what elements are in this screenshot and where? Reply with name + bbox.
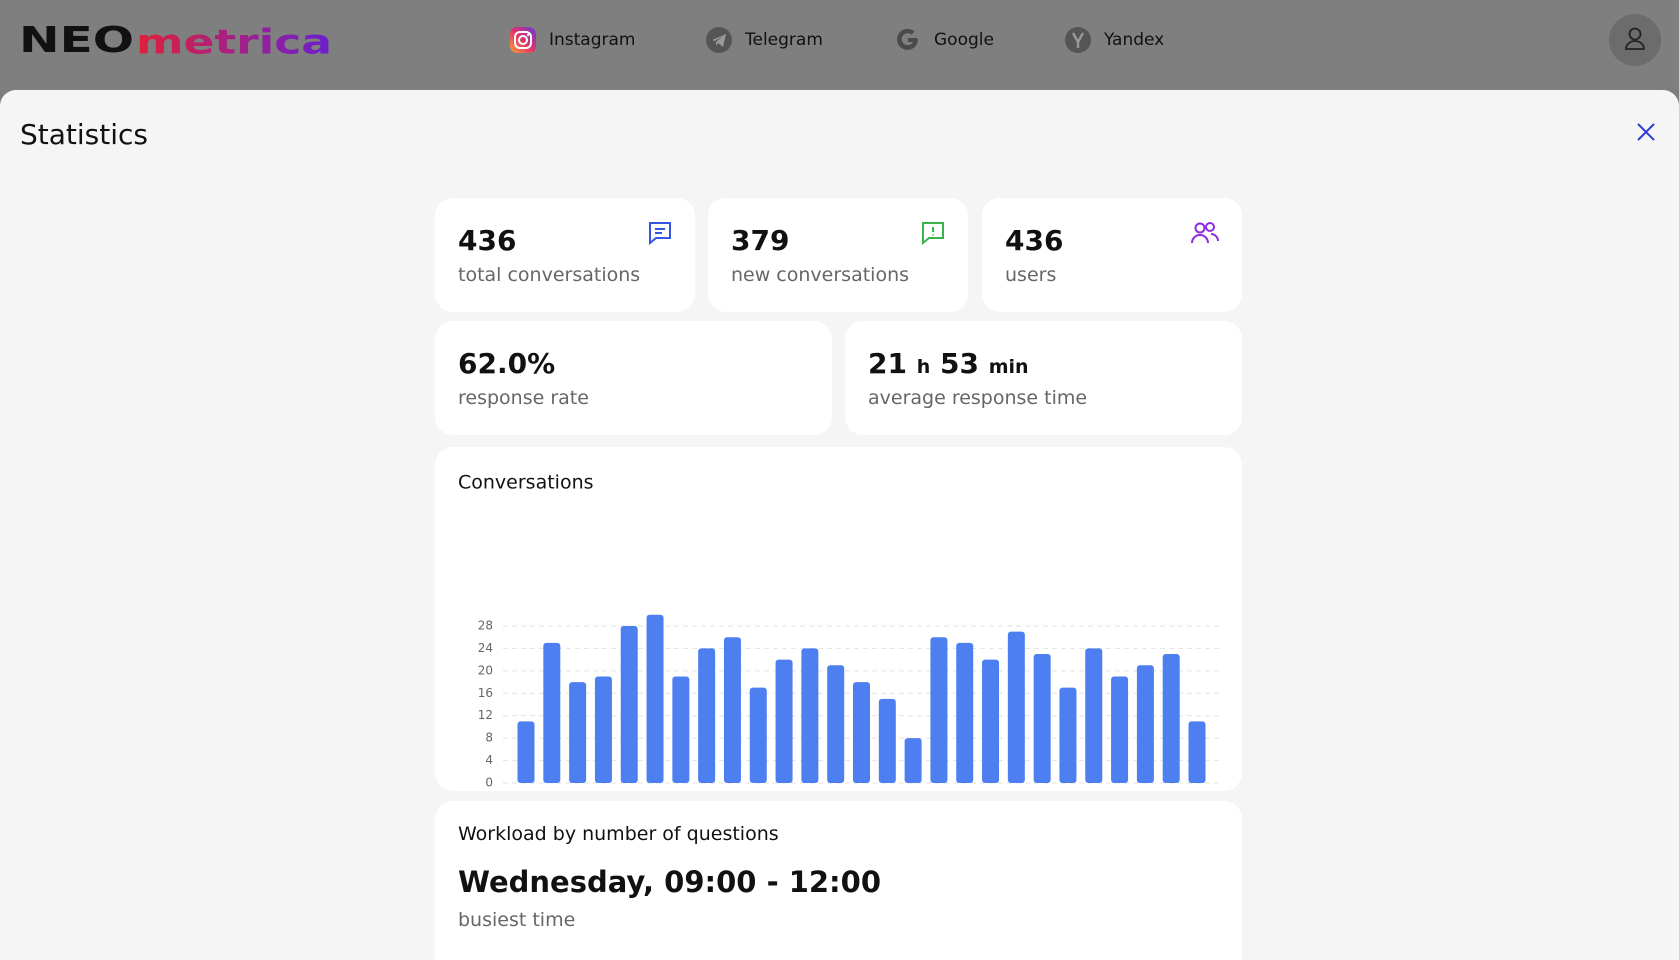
google-icon <box>897 28 918 50</box>
stat-label: new conversations <box>731 264 910 286</box>
statistics-panel: Statistics 436 total conversations 379 n… <box>0 90 1679 960</box>
bar <box>775 659 793 783</box>
bar <box>1162 654 1180 783</box>
panel-title: Statistics <box>20 118 148 151</box>
close-button[interactable] <box>1634 120 1658 144</box>
minutes-unit: min <box>988 356 1029 378</box>
nav-yandex[interactable]: Yandex <box>1064 26 1164 54</box>
chart: Conversations 048121620242801.1103.1106.… <box>458 472 1219 857</box>
bar <box>620 626 638 783</box>
y-tick-label: 8 <box>485 731 493 745</box>
logo[interactable]: NEO metrica <box>0 0 340 90</box>
bar <box>1085 648 1103 783</box>
workload-label: busiest time <box>458 909 576 931</box>
bar <box>1033 654 1051 783</box>
stat-card: 436 users <box>982 198 1242 312</box>
nav-google[interactable]: Google <box>894 26 994 54</box>
stat-label: users <box>1005 264 1057 286</box>
bar <box>878 698 896 783</box>
bar <box>749 687 767 783</box>
bar <box>956 642 974 783</box>
stat-card: 62.0% response rate <box>435 321 832 435</box>
chat-icon <box>649 222 671 246</box>
y-tick-label: 20 <box>478 663 493 677</box>
bar <box>569 682 587 783</box>
bar <box>853 682 870 783</box>
logo-neo: NEO <box>19 20 134 61</box>
stat-label: total conversations <box>458 264 641 286</box>
stat-card: 379 new conversations <box>708 198 968 312</box>
workload-title: Workload by number of questions <box>458 823 779 845</box>
y-tick-label: 28 <box>478 619 493 633</box>
stat-value: 379 <box>731 224 790 257</box>
nav-telegram[interactable]: Telegram <box>705 26 823 54</box>
nav-instagram[interactable]: Instagram <box>509 26 636 54</box>
bar <box>698 648 716 783</box>
bar <box>1111 676 1129 783</box>
stat-label: response rate <box>458 387 589 409</box>
nav-label: Google <box>934 30 994 50</box>
y-tick-label: 4 <box>485 753 493 767</box>
bar <box>543 642 561 783</box>
stat-card: 21 h 53 min average response time <box>845 321 1242 435</box>
y-tick-label: 16 <box>478 686 493 700</box>
new-chat-icon <box>922 222 944 246</box>
bar <box>801 648 819 783</box>
bar <box>1007 631 1025 783</box>
hours-unit: h <box>916 356 931 378</box>
telegram-icon <box>706 27 732 53</box>
workload-value: Wednesday, 09:00 - 12:00 <box>458 865 882 899</box>
bar <box>517 721 535 783</box>
stat-value: 436 <box>1005 224 1064 257</box>
y-tick-label: 0 <box>485 776 493 790</box>
stat-value: 62.0% <box>458 347 556 380</box>
bar <box>1136 665 1154 783</box>
workload-card: Workload by number of questions Wednesda… <box>435 801 1242 960</box>
minutes: 53 <box>940 347 979 380</box>
chart-card: Conversations 048121620242801.1103.1106.… <box>435 447 1242 857</box>
stat-label: average response time <box>868 387 1088 409</box>
bar <box>904 738 922 783</box>
yandex-icon <box>1065 27 1091 53</box>
stat-value: 21 h 53 min <box>868 347 1029 380</box>
bar <box>1188 721 1206 783</box>
chart-title: Conversations <box>458 472 594 494</box>
header: NEO metrica Instagram Telegram Google Ya… <box>0 0 1679 90</box>
bar <box>982 659 1000 783</box>
bar <box>827 665 845 783</box>
bar <box>930 637 948 783</box>
bar <box>646 614 664 783</box>
nav-label: Instagram <box>549 30 636 50</box>
bar <box>723 637 741 783</box>
y-tick-label: 12 <box>478 708 493 722</box>
bar <box>1059 687 1077 783</box>
bar <box>594 676 612 783</box>
logo-metrica: metrica <box>136 23 332 63</box>
avatar[interactable] <box>1608 13 1662 67</box>
instagram-icon <box>510 27 536 53</box>
users-icon <box>1191 222 1219 244</box>
bar <box>672 676 690 783</box>
y-tick-label: 24 <box>478 641 493 655</box>
nav-label: Telegram <box>745 30 823 50</box>
stat-value: 436 <box>458 224 517 257</box>
hours: 21 <box>868 347 907 380</box>
nav-label: Yandex <box>1104 30 1165 50</box>
stat-card: 436 total conversations <box>435 198 695 312</box>
